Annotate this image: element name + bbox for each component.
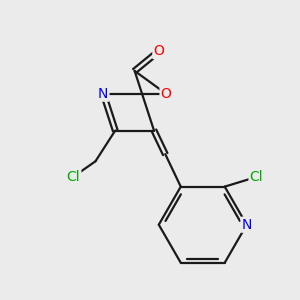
Text: Cl: Cl <box>250 170 263 184</box>
Text: N: N <box>242 218 252 232</box>
Text: O: O <box>153 44 164 58</box>
Text: O: O <box>160 87 171 101</box>
Text: Cl: Cl <box>67 170 80 184</box>
Text: N: N <box>98 87 109 101</box>
